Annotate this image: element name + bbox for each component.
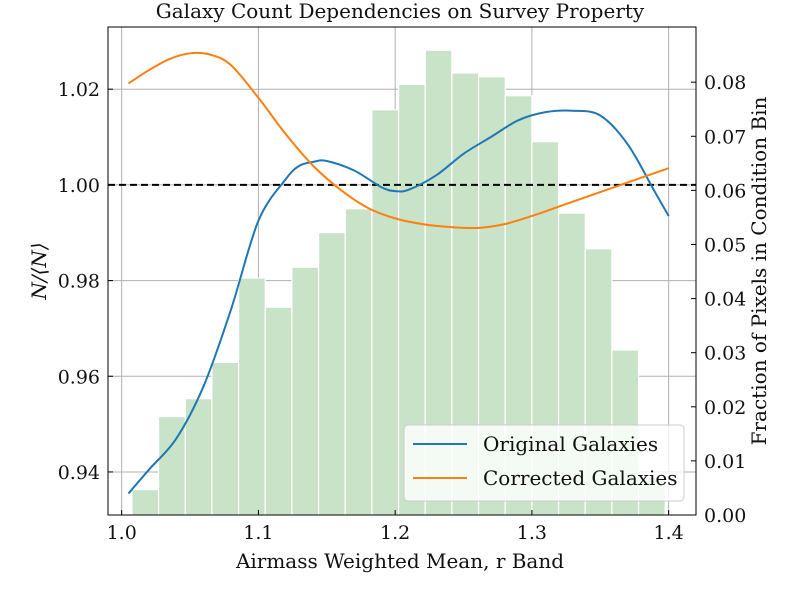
y2-axis-label: Fraction of Pixels in Condition Bin xyxy=(747,96,771,445)
y-tick-label: 0.96 xyxy=(58,366,100,388)
histogram-bar xyxy=(131,488,160,516)
y-tick-label: 1.00 xyxy=(58,175,100,197)
y-axis-label: N/⟨N⟩ xyxy=(27,242,51,300)
x-tick-label: 1.1 xyxy=(243,522,273,544)
histogram-bar xyxy=(264,306,293,516)
y2-tick-label: 0.01 xyxy=(704,451,746,473)
legend-label-original: Original Galaxies xyxy=(483,432,658,456)
chart-title: Galaxy Count Dependencies on Survey Prop… xyxy=(156,0,645,23)
x-axis-label: Airmass Weighted Mean, r Band xyxy=(235,549,564,573)
legend-box xyxy=(403,424,685,502)
y2-tick-label: 0.08 xyxy=(704,72,746,94)
series-line-original xyxy=(127,109,670,495)
y2-axis-ticks: 0.00 0.01 0.02 0.03 0.04 0.05 0.06 0.07 0.08 xyxy=(691,72,746,527)
y2-tick-label: 0.02 xyxy=(704,397,746,419)
series-line-corrected xyxy=(127,51,669,230)
y-tick-label: 1.02 xyxy=(58,79,100,101)
y-tick-label: 0.98 xyxy=(58,271,100,293)
y2-tick-label: 0.07 xyxy=(704,126,746,148)
x-axis-ticks: 1.0 1.1 1.2 1.3 1.4 xyxy=(107,510,684,544)
histogram-bar xyxy=(291,266,320,516)
legend-label-corrected: Corrected Galaxies xyxy=(483,466,678,490)
histogram-bar xyxy=(211,361,240,516)
histogram-bar xyxy=(371,109,400,516)
plot-frame xyxy=(107,26,697,516)
x-tick-label: 1.2 xyxy=(380,522,410,544)
x-tick-label: 1.3 xyxy=(517,522,547,544)
histogram-bar xyxy=(237,277,266,516)
x-tick-label: 1.0 xyxy=(107,522,137,544)
histogram-bar xyxy=(344,208,373,516)
y2-tick-label: 0.04 xyxy=(704,289,746,311)
histogram-bar xyxy=(317,231,346,516)
y2-tick-label: 0.03 xyxy=(704,343,746,365)
legend: Original Galaxies Corrected Galaxies xyxy=(403,424,685,502)
y-tick-label: 0.94 xyxy=(58,462,100,484)
y2-tick-label: 0.00 xyxy=(704,505,746,527)
y-axis-ticks: 0.94 0.96 0.98 1.00 1.02 xyxy=(58,79,113,484)
series-lines xyxy=(127,51,670,495)
x-tick-label: 1.4 xyxy=(654,522,684,544)
y2-tick-label: 0.05 xyxy=(704,234,746,256)
y2-tick-label: 0.06 xyxy=(704,180,746,202)
